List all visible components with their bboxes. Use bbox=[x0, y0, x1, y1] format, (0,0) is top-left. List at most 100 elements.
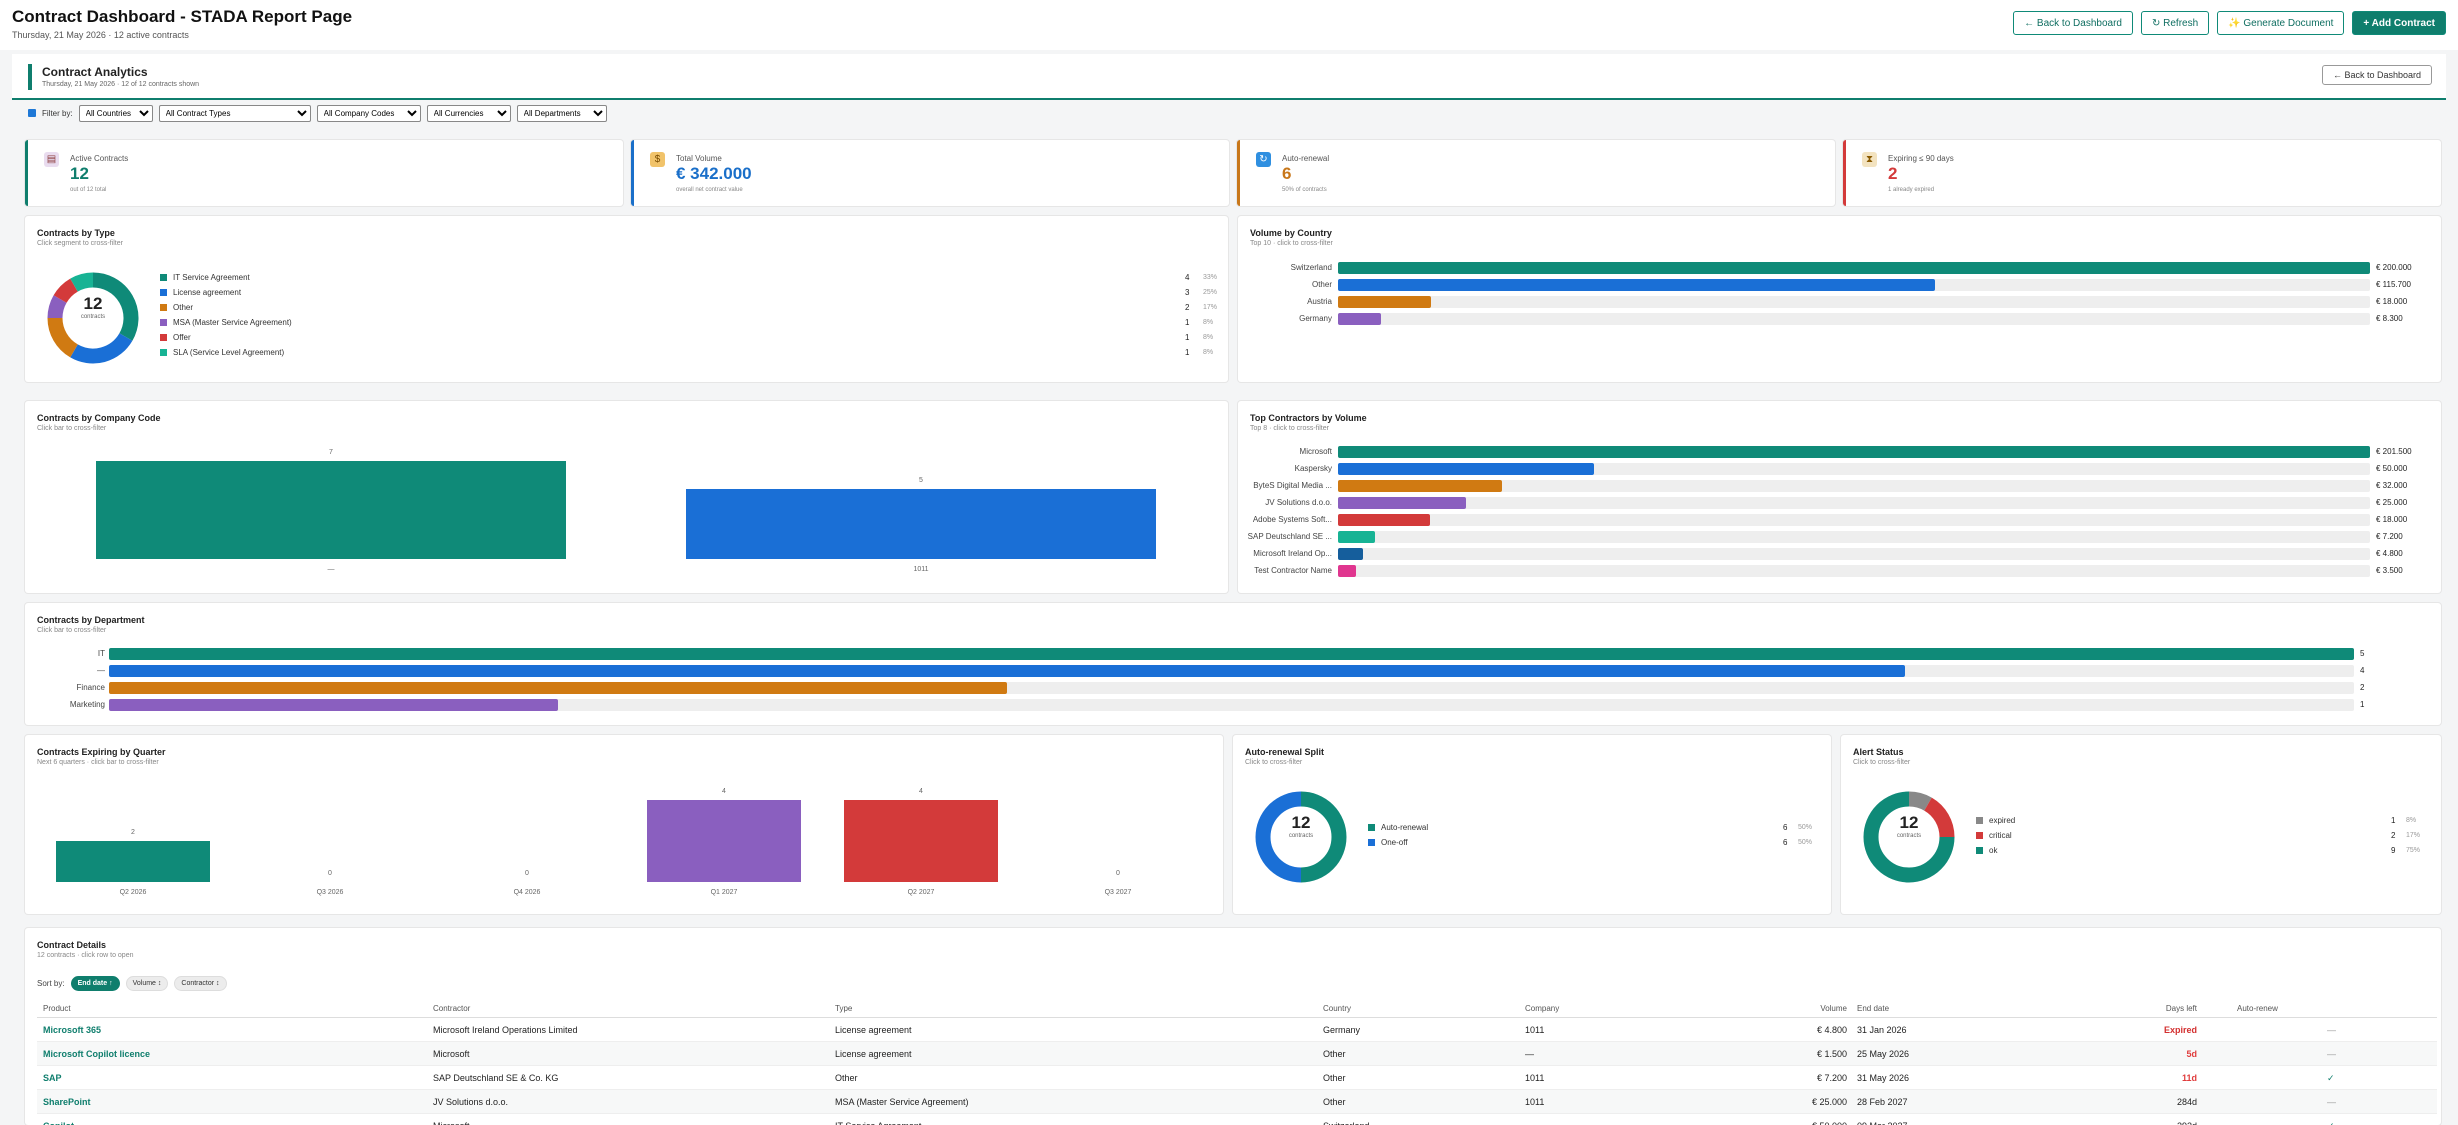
legend-item[interactable]: Other bbox=[160, 303, 193, 312]
table-row[interactable]: Microsoft Copilot licence Microsoft Licens… bbox=[37, 1042, 2437, 1066]
cell-contractor: Microsoft Ireland Operations Limited bbox=[433, 1025, 578, 1035]
donut-slice-critical[interactable] bbox=[1923, 797, 1955, 838]
bar-fill[interactable] bbox=[844, 800, 998, 882]
donut-slice-other[interactable] bbox=[47, 317, 79, 358]
cell-product[interactable]: Microsoft Copilot licence bbox=[43, 1049, 151, 1059]
legend-item[interactable]: MSA (Master Service Agreement) bbox=[160, 318, 292, 327]
bar-track[interactable] bbox=[1338, 531, 2370, 543]
kpi-sub: 1 already expired bbox=[1888, 187, 1935, 193]
legend-item[interactable]: IT Service Agreement bbox=[160, 273, 250, 282]
col-end-date[interactable]: End date bbox=[1857, 1004, 1890, 1013]
type-donut-chart[interactable] bbox=[47, 272, 139, 364]
legend-item[interactable]: critical bbox=[1976, 831, 2012, 840]
cell-country: Other bbox=[1323, 1073, 1346, 1083]
kpi-active-contracts[interactable]: ▤ Active Contracts 12 out of 12 total bbox=[25, 140, 623, 206]
sort-volume-chip[interactable]: Volume ↕ bbox=[125, 976, 169, 991]
col-contractor[interactable]: Contractor bbox=[433, 1004, 471, 1013]
donut-slice-msa-master-service-agreement-[interactable] bbox=[47, 295, 67, 319]
legend-count: 2 bbox=[1185, 303, 1190, 312]
table-row[interactable]: Microsoft 365 Microsoft Ireland Operation… bbox=[37, 1018, 2437, 1042]
generate-document-button[interactable]: ✨ Generate Document bbox=[2217, 11, 2345, 35]
auto-donut-center: 12 contracts bbox=[1277, 813, 1325, 839]
company-code-filter[interactable]: All Company Codes bbox=[316, 104, 421, 122]
legend-item[interactable]: expired bbox=[1976, 816, 2015, 825]
bar-fill bbox=[1338, 296, 1431, 308]
sort-contractor-chip[interactable]: Contractor ↕ bbox=[174, 976, 227, 991]
bar-fill[interactable] bbox=[56, 841, 210, 882]
bar-label: Test Contractor Name bbox=[1254, 566, 1332, 575]
legend-item[interactable]: ok bbox=[1976, 846, 1997, 855]
legend-item[interactable]: License agreement bbox=[160, 288, 241, 297]
back-to-dashboard-button[interactable]: ← Back to Dashboard bbox=[2013, 11, 2133, 35]
add-contract-button[interactable]: + Add Contract bbox=[2352, 11, 2446, 35]
legend-item[interactable]: Offer bbox=[160, 333, 191, 342]
country-filter[interactable]: All Countries bbox=[78, 104, 153, 122]
donut-total-label: contracts bbox=[1896, 833, 1922, 839]
col-company[interactable]: Company bbox=[1525, 1004, 1560, 1013]
filter-label: Filter by: bbox=[42, 108, 73, 118]
donut-slice-sla-service-level-agreement-[interactable] bbox=[70, 272, 94, 292]
bar-track[interactable] bbox=[1338, 565, 2370, 577]
legend-swatch bbox=[160, 304, 167, 311]
cell-product[interactable]: SAP bbox=[43, 1073, 62, 1083]
card-subtitle: Top 10 · click to cross-filter bbox=[1250, 240, 1333, 247]
table-row[interactable]: Copilot Microsoft IT Service Agreement Swit… bbox=[37, 1114, 2437, 1125]
page-title: Contract Dashboard - STADA Report Page bbox=[12, 7, 353, 26]
table-row[interactable]: SAP SAP Deutschland SE & Co. KG Other Other… bbox=[37, 1066, 2437, 1090]
cell-country: Other bbox=[1323, 1097, 1346, 1107]
legend-count: 2 bbox=[2391, 831, 2396, 840]
kpi-expiring[interactable]: ⧗ Expiring ≤ 90 days 2 1 already expired bbox=[1843, 140, 2441, 206]
contract-type-filter[interactable]: All Contract Types bbox=[158, 104, 311, 122]
col-volume[interactable]: Volume bbox=[1820, 1004, 1847, 1013]
card-title: Contracts by Type bbox=[37, 228, 115, 238]
auto-renewal-donut-chart[interactable] bbox=[1255, 791, 1347, 883]
donut-slice-auto-renewal[interactable] bbox=[1300, 791, 1347, 883]
kpi-auto-renewal[interactable]: ↻ Auto-renewal 6 50% of contracts bbox=[1237, 140, 1835, 206]
donut-slice-ok[interactable] bbox=[1863, 791, 1955, 883]
card-subtitle: 12 contracts · click row to open bbox=[37, 952, 134, 959]
kpi-total-volume[interactable]: $ Total Volume € 342.000 overall net con… bbox=[631, 140, 1229, 206]
bar-category: Q3 2027 bbox=[1104, 889, 1132, 896]
col-auto-renew[interactable]: Auto-renew bbox=[2237, 1004, 2278, 1013]
bar-track[interactable] bbox=[1338, 463, 2370, 475]
bar-value: € 25.000 bbox=[2376, 498, 2408, 507]
analytics-back-button[interactable]: ← Back to Dashboard bbox=[2321, 65, 2432, 85]
donut-slice-offer[interactable] bbox=[53, 278, 79, 304]
col-country[interactable]: Country bbox=[1323, 1004, 1352, 1013]
donut-slice-it-service-agreement[interactable] bbox=[92, 272, 139, 341]
bar-track[interactable] bbox=[1338, 548, 2370, 560]
currency-filter[interactable]: All Currencies bbox=[426, 104, 511, 122]
department-filter[interactable]: All Departments bbox=[516, 104, 607, 122]
col-type[interactable]: Type bbox=[835, 1004, 853, 1013]
col-days-left[interactable]: Days left bbox=[2165, 1004, 2197, 1013]
cell-product[interactable]: Copilot bbox=[43, 1121, 74, 1125]
bar-track[interactable] bbox=[1338, 480, 2370, 492]
col-product[interactable]: Product bbox=[43, 1004, 71, 1013]
bar-track[interactable] bbox=[109, 699, 2354, 711]
donut-slice-one-off[interactable] bbox=[1255, 791, 1302, 883]
bar-track[interactable] bbox=[1338, 296, 2370, 308]
cell-company: — bbox=[1525, 1049, 1534, 1059]
donut-slice-expired[interactable] bbox=[1908, 791, 1932, 811]
bar-fill bbox=[1338, 548, 1363, 560]
contracts-by-type-card: Contracts by Type Click segment to cross… bbox=[25, 216, 1228, 382]
legend-label: One-off bbox=[1381, 838, 1408, 847]
table-row[interactable]: SharePoint JV Solutions d.o.o. MSA (Master… bbox=[37, 1090, 2437, 1114]
legend-item[interactable]: Auto-renewal bbox=[1368, 823, 1428, 832]
bar-fill[interactable] bbox=[647, 800, 801, 882]
bar-fill[interactable] bbox=[686, 489, 1156, 559]
refresh-button[interactable]: ↻ Refresh bbox=[2140, 11, 2210, 35]
cell-volume: € 1.500 bbox=[1816, 1049, 1847, 1059]
bar-fill[interactable] bbox=[96, 461, 566, 559]
cell-product[interactable]: Microsoft 365 bbox=[43, 1025, 102, 1035]
alert-status-donut-chart[interactable] bbox=[1863, 791, 1955, 883]
bar-track[interactable] bbox=[1338, 497, 2370, 509]
cell-product[interactable]: SharePoint bbox=[43, 1097, 91, 1107]
legend-item[interactable]: SLA (Service Level Agreement) bbox=[160, 348, 284, 357]
bar-track[interactable] bbox=[1338, 313, 2370, 325]
donut-slice-license-agreement[interactable] bbox=[70, 332, 133, 364]
bar-track[interactable] bbox=[1338, 514, 2370, 526]
sort-end-date-chip[interactable]: End date ↑ bbox=[70, 976, 120, 991]
legend-item[interactable]: One-off bbox=[1368, 838, 1408, 847]
cell-country: Other bbox=[1323, 1049, 1346, 1059]
